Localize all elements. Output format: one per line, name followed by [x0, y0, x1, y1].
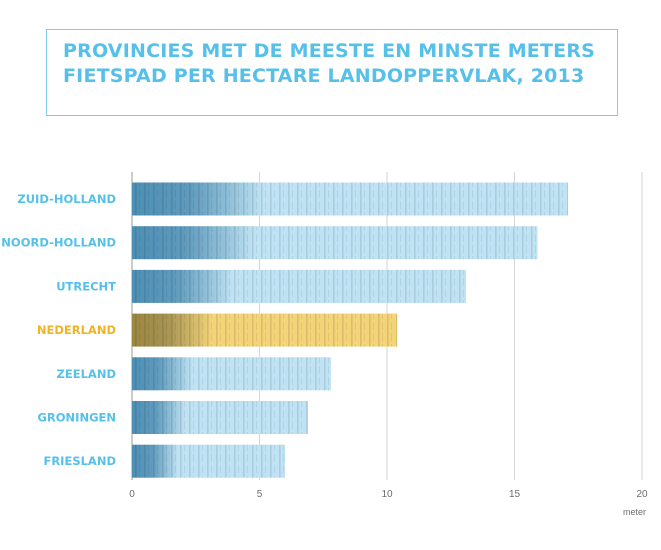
chart-title: PROVINCIES MET DE MEESTE EN MINSTE METER… [63, 40, 596, 87]
category-label: FRIESLAND [43, 454, 116, 468]
category-label: GRONINGEN [37, 411, 116, 425]
bar-texture [132, 401, 308, 434]
bar-texture [132, 182, 569, 216]
category-label: UTRECHT [56, 279, 116, 293]
bar-texture [132, 444, 285, 478]
title-box: PROVINCIES MET DE MEESTE EN MINSTE METER… [46, 29, 618, 116]
bar-texture [132, 226, 538, 260]
category-label: ZUID-HOLLAND [17, 192, 116, 206]
x-tick-label: 15 [509, 489, 521, 500]
bar-texture [132, 269, 467, 303]
bar-texture [132, 313, 398, 347]
x-tick-label: 10 [381, 489, 393, 500]
x-axis-unit-label: meter [623, 507, 646, 517]
x-tick-label: 20 [636, 489, 648, 500]
category-label: ZEELAND [57, 367, 116, 381]
x-tick-label: 0 [129, 489, 135, 500]
x-tick-label: 5 [257, 489, 263, 500]
category-label: NOORD-HOLLAND [1, 236, 116, 250]
bar-texture [132, 357, 331, 391]
category-label: NEDERLAND [37, 323, 116, 337]
